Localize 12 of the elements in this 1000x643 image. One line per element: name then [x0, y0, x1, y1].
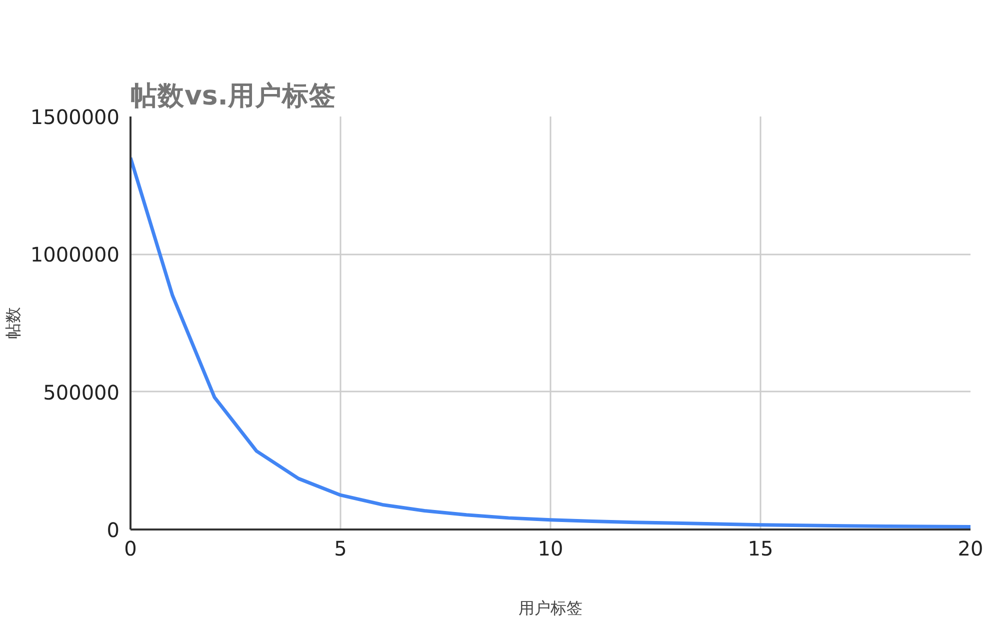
y-tick-label: 1000000	[30, 242, 120, 267]
x-axis-title: 用户标签	[518, 598, 582, 618]
x-tick-label: 5	[334, 536, 347, 560]
y-tick-label: 1500000	[30, 105, 120, 129]
y-tick-label: 0	[106, 518, 120, 542]
chart-title: 帖数vs.用户标签	[130, 80, 336, 112]
x-tick-label: 15	[748, 536, 774, 560]
y-axis-title: 帖数	[3, 307, 22, 339]
x-tick-label: 10	[538, 536, 564, 560]
y-tick-label: 500000	[43, 380, 120, 404]
x-tick-label: 0	[124, 536, 137, 560]
x-tick-label: 20	[958, 536, 984, 560]
